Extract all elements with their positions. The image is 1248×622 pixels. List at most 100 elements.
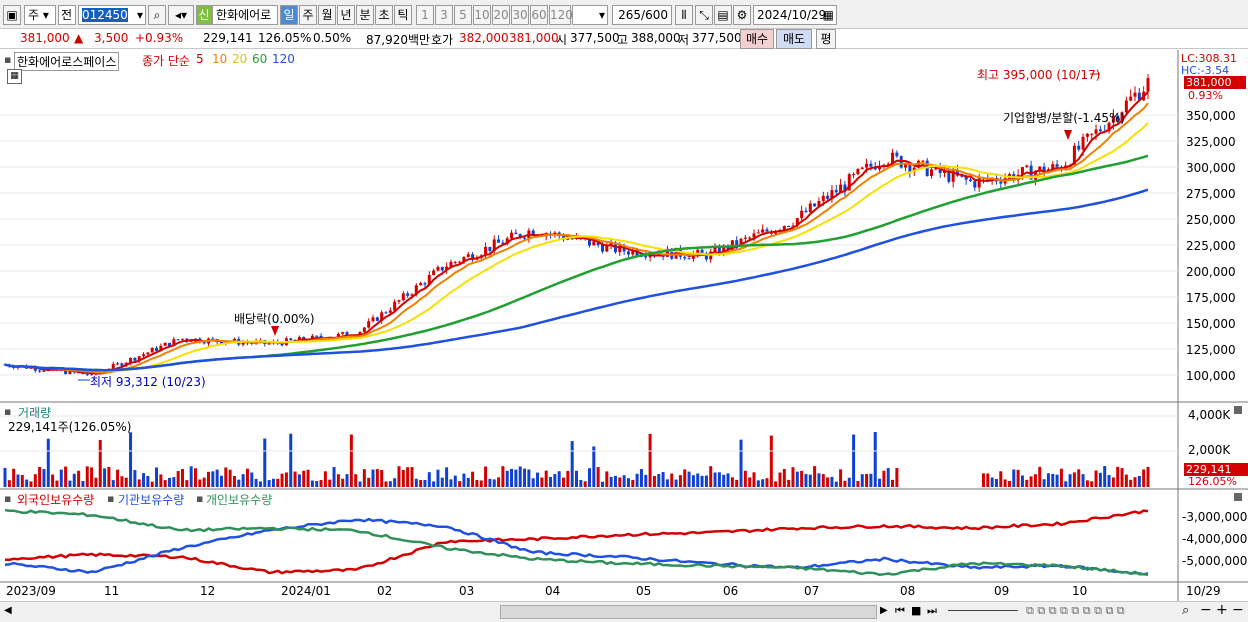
volume-bar	[540, 477, 544, 487]
scroll-left-icon[interactable]: ◀	[4, 605, 12, 616]
volume-bar	[648, 433, 652, 487]
zoom-reset-icon[interactable]: −	[1232, 602, 1244, 618]
tools-icons[interactable]: ⧉ ⧉ ⧉ ⧉ ⧉ ⧉ ⧉ ⧉ ⧉	[1026, 604, 1125, 617]
period-minute[interactable]: 분	[356, 5, 374, 25]
volume-bar	[280, 473, 284, 487]
volume-panel-title[interactable]: 거래량	[18, 406, 52, 420]
foreign-legend[interactable]: 외국인보유수량	[17, 493, 95, 507]
count-input[interactable]: 265/600	[612, 5, 672, 25]
rewind-icon[interactable]: ⏮	[895, 604, 905, 617]
panel-close-icon[interactable]	[1234, 493, 1242, 501]
interval-5[interactable]: 5	[454, 5, 472, 25]
jeon-button[interactable]: 전	[58, 5, 76, 25]
candle-body	[553, 232, 557, 235]
eval-button[interactable]: 평	[816, 29, 836, 49]
volume-bar	[709, 466, 713, 487]
interval-3[interactable]: 3	[435, 5, 453, 25]
type-select[interactable]: 주 ▾	[24, 5, 56, 25]
fast-forward-icon[interactable]: ⏭	[927, 604, 937, 617]
period-tick[interactable]: 틱	[394, 5, 412, 25]
scroll-thumb[interactable]	[500, 605, 877, 619]
interval-custom-select[interactable]: ▾	[572, 5, 608, 25]
volume-bar	[116, 469, 120, 487]
interval-120[interactable]: 120	[549, 5, 573, 25]
zoom-search-icon[interactable]: ⌕	[1182, 603, 1190, 618]
speaker-icon[interactable]: ◂▾	[168, 5, 194, 25]
period-week[interactable]: 주	[299, 5, 317, 25]
candle-body	[977, 178, 981, 188]
save-icon[interactable]: ▤	[714, 5, 732, 25]
interval-30[interactable]: 30	[511, 5, 529, 25]
volume-bar	[557, 471, 561, 487]
volume-bar	[774, 481, 778, 487]
zoom-out-icon[interactable]: −	[1200, 602, 1212, 618]
stop-icon[interactable]: ■	[911, 604, 922, 617]
volume-bar	[284, 472, 288, 487]
ma-label[interactable]: 종가 단순	[142, 54, 190, 68]
scroll-right-icon[interactable]: ▶	[880, 605, 888, 616]
zoom-slider[interactable]	[948, 610, 1018, 611]
bottom-scrollbar[interactable]: ◀ ▶ ⏮ ■ ⏭ ⧉ ⧉ ⧉ ⧉ ⧉ ⧉ ⧉ ⧉ ⧉ ⌕ − + −	[0, 601, 1248, 622]
candle-body	[622, 245, 626, 252]
volume-bar	[730, 477, 734, 487]
candle-icon[interactable]: ⫴	[675, 5, 693, 25]
candle-body	[908, 164, 912, 172]
period-year[interactable]: 년	[337, 5, 355, 25]
grid-toggle-icon[interactable]: ▦	[7, 69, 22, 84]
candle-body	[826, 195, 830, 199]
line-tool-icon[interactable]: ⤡	[695, 5, 713, 25]
institution-legend[interactable]: 기관보유수량	[118, 493, 185, 507]
volume-bar	[583, 481, 587, 487]
volume-bar	[839, 469, 843, 487]
volume-bar	[800, 470, 804, 487]
volume-bar	[111, 480, 115, 487]
institution-holding-line	[4, 517, 1149, 576]
candle-body	[436, 266, 440, 271]
chart-area[interactable]: ▪ 한화에어로스페이스 종가 단순 5 10 20 60 120 ▦ LC:30…	[0, 50, 1248, 602]
gear-icon[interactable]: ⚙	[733, 5, 751, 25]
period-day-label: 일	[283, 8, 295, 22]
period-second[interactable]: 초	[375, 5, 393, 25]
volume-bar	[782, 468, 786, 487]
trade-amount: 87,920백만	[366, 33, 431, 47]
volume-bar	[510, 468, 514, 487]
date-input[interactable]: 2024/10/29 ▦	[753, 5, 837, 25]
volume-bar	[358, 481, 362, 487]
shin-badge[interactable]: 신	[196, 5, 212, 25]
volume-bar	[172, 477, 176, 487]
candle-body	[726, 245, 730, 251]
price-chart-svg[interactable]	[0, 50, 1248, 602]
sell-button[interactable]: 매도	[776, 29, 812, 49]
ma-120: 120	[272, 52, 295, 66]
y-tick: 200,000	[1186, 265, 1236, 279]
period-month[interactable]: 월	[318, 5, 336, 25]
interval-1[interactable]: 1	[416, 5, 434, 25]
volume-bar	[1146, 466, 1150, 487]
panel-close-icon[interactable]	[1234, 406, 1242, 414]
top-toolbar: ▣ 주 ▾ 전 012450 ▾ ⌕ ◂▾ 신 한화에어로 일 주 월 년 분 …	[0, 0, 1248, 29]
code-input[interactable]: 012450 ▾	[78, 5, 146, 25]
price-panel-title[interactable]: 한화에어로스페이스	[14, 52, 120, 71]
candle-body	[397, 300, 401, 302]
interval-10[interactable]: 10	[473, 5, 491, 25]
open-label: 시	[556, 33, 568, 47]
foreign-holding-line	[4, 509, 1149, 575]
interval-20[interactable]: 20	[492, 5, 510, 25]
interval-60[interactable]: 60	[530, 5, 548, 25]
volume-bar	[994, 478, 998, 487]
volume-bar	[245, 468, 249, 487]
zoom-in-icon[interactable]: +	[1216, 602, 1228, 618]
volume-bar	[769, 435, 773, 487]
x-label: 09	[994, 584, 1010, 598]
search-icon[interactable]: ⌕	[148, 5, 166, 25]
current-pct-tag: 0.93%	[1188, 89, 1223, 102]
candle-body	[163, 342, 167, 346]
buy-button[interactable]: 매수	[740, 29, 774, 49]
vol-y-tick: 4,000K	[1188, 408, 1231, 422]
window-icon[interactable]: ▣	[3, 5, 21, 25]
volume-bar	[592, 446, 596, 487]
period-day[interactable]: 일	[280, 5, 298, 25]
individual-legend[interactable]: 개인보유수량	[206, 493, 273, 507]
volume-bar	[1042, 479, 1046, 487]
volume-bar	[795, 471, 799, 487]
